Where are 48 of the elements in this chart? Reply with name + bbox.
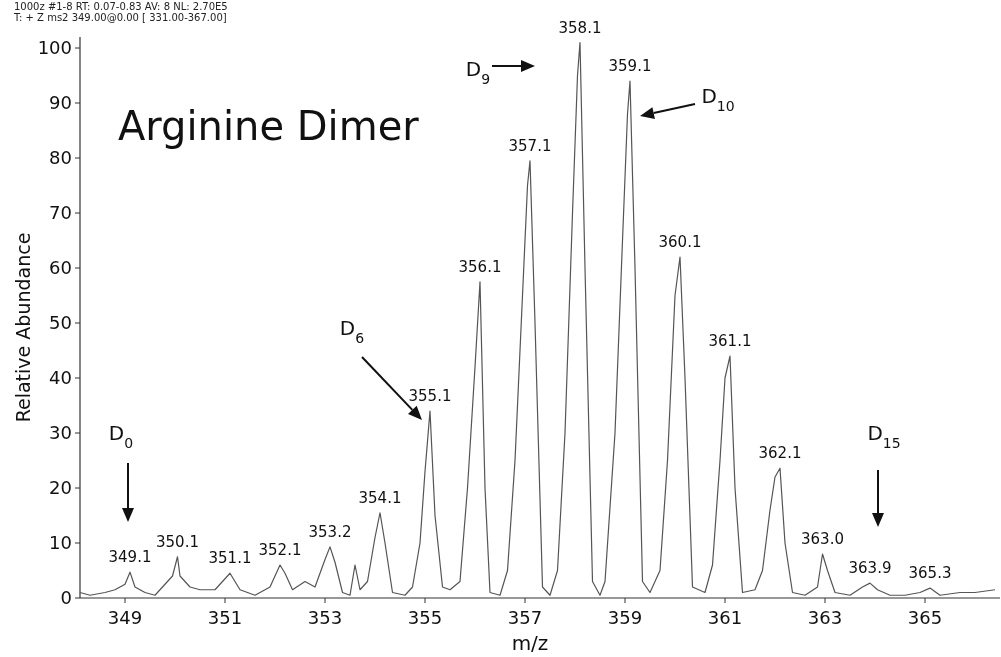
x-tick-label: 365 <box>907 607 943 628</box>
text: Arginine Dimer <box>118 103 420 149</box>
annotation: 362.1 <box>758 444 802 463</box>
annotation: 354.1 <box>358 488 402 507</box>
annotation: 352.1 <box>258 541 302 559</box>
x-tick-label: 349 <box>107 607 143 628</box>
annotation: 356.1 <box>458 257 502 276</box>
y-tick-label: 20 <box>49 477 72 498</box>
x-tick-label: 363 <box>807 607 843 628</box>
annotation: 365.3 <box>908 564 952 583</box>
y-tick-label: 70 <box>49 202 72 223</box>
y-axis-title: Relative Abundance <box>12 232 34 423</box>
annotation: 363.0 <box>801 530 844 548</box>
annotation: 359.1 <box>608 57 652 75</box>
y-tick-label: 40 <box>49 367 72 388</box>
x-tick-label: 351 <box>207 607 243 628</box>
text: T: + Z ms2 349.00@0.00 [ 331.00-367.00] <box>13 12 227 23</box>
annotation: 353.2 <box>308 522 352 541</box>
annotation: D$_{6}$ <box>339 316 365 346</box>
annotation: D$_{10}$ <box>701 84 735 114</box>
x-tick-label: 353 <box>307 607 343 628</box>
annotation: 357.1 <box>508 136 552 155</box>
x-tick-label: 359 <box>607 607 643 628</box>
y-tick-label: 30 <box>49 422 72 443</box>
y-tick-label: 50 <box>49 312 72 333</box>
annotation: 360.1 <box>658 233 702 251</box>
y-tick-label: 100 <box>37 37 72 58</box>
annotation: D$_{15}$ <box>867 421 901 451</box>
x-tick-label: 357 <box>507 607 543 628</box>
annotation: 350.1 <box>156 532 199 551</box>
y-tick-label: 10 <box>49 532 72 553</box>
annotation: 351.1 <box>208 549 252 568</box>
annotation: 358.1 <box>558 18 602 37</box>
line-series <box>79 41 996 596</box>
y-tick-label: 90 <box>49 92 72 113</box>
y-tick-label: 60 <box>49 257 72 278</box>
y-tick-label: 0 <box>60 587 72 608</box>
y-tick-label: 80 <box>49 147 72 168</box>
x-tick-label: 355 <box>407 607 443 628</box>
text: 1000z #1-8 RT: 0.07-0.83 AV: 8 NL: 2.70E5 <box>14 1 228 12</box>
x-axis-title: m/z <box>511 631 549 655</box>
annotation: 349.1 <box>108 548 152 567</box>
annotation: D$_{0}$ <box>108 421 134 451</box>
annotation: 363.9 <box>848 559 892 578</box>
x-tick-label: 361 <box>707 607 743 628</box>
annotation: 361.1 <box>708 332 752 350</box>
annotation: 355.1 <box>408 387 452 405</box>
annotation: D$_{9}$ <box>465 57 491 87</box>
